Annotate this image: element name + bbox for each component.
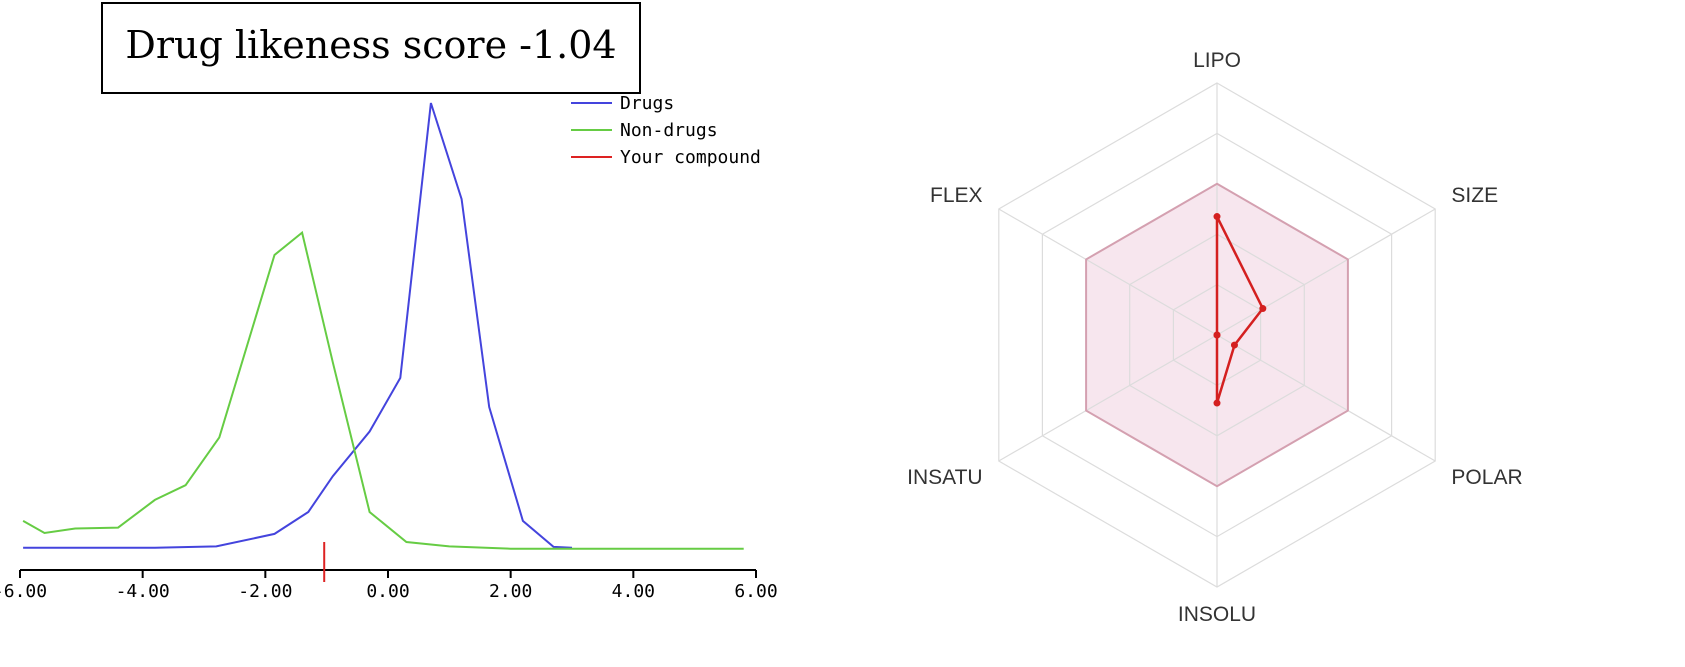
compound-point xyxy=(1259,305,1267,313)
radar-axis-label: SIZE xyxy=(1451,184,1498,207)
radar-axis-label: LIPO xyxy=(1193,49,1241,72)
radar-axis-label: INSOLU xyxy=(1178,603,1256,626)
series-line-1 xyxy=(22,230,744,550)
x-axis: -6.00 -4.00 -2.00 0.00 2.00 4.00 6.00 xyxy=(0,542,778,602)
x-tick-label: -4.00 xyxy=(116,581,170,602)
radar-spoke xyxy=(1216,208,1436,336)
radar-spoke xyxy=(998,208,1218,336)
radar-axis-label: FLEX xyxy=(930,184,983,207)
x-tick-label: -6.00 xyxy=(0,581,47,602)
compound-point xyxy=(1213,399,1221,407)
legend-label: Drugs xyxy=(620,93,674,114)
bioavailability-radar: LIPO SIZE POLAR INSOLU INSATU FLEX xyxy=(907,49,1523,626)
compound-point xyxy=(1213,331,1221,339)
series-lines xyxy=(22,102,744,550)
radar-spoke xyxy=(998,334,1218,462)
x-tick-label: 4.00 xyxy=(612,581,655,602)
radar-grid: LIPO SIZE POLAR INSOLU INSATU FLEX xyxy=(907,49,1523,626)
legend-label: Non-drugs xyxy=(620,120,718,141)
radar-axis-label: INSATU xyxy=(907,466,982,489)
x-tick-label: 6.00 xyxy=(734,581,777,602)
compound-point xyxy=(1213,213,1221,221)
x-tick-label: 0.00 xyxy=(366,581,409,602)
compound-point xyxy=(1230,341,1238,349)
legend: Drugs Non-drugs Your compound xyxy=(571,93,761,168)
legend-label: Your compound xyxy=(620,147,761,168)
x-tick-label: 2.00 xyxy=(489,581,532,602)
series-line-0 xyxy=(23,102,573,549)
optimal-range-outline xyxy=(1085,182,1349,488)
chart-title: Drug likeness score -1.04 xyxy=(125,23,616,67)
drug-likeness-chart: Drug likeness score -1.04 -6.00 -4.00 -2.0… xyxy=(0,2,778,602)
x-tick-label: -2.00 xyxy=(238,581,292,602)
title-box xyxy=(101,2,641,94)
radar-axis-label: POLAR xyxy=(1451,466,1522,489)
radar-spoke xyxy=(1216,334,1436,462)
compound-polygon xyxy=(1215,216,1265,404)
